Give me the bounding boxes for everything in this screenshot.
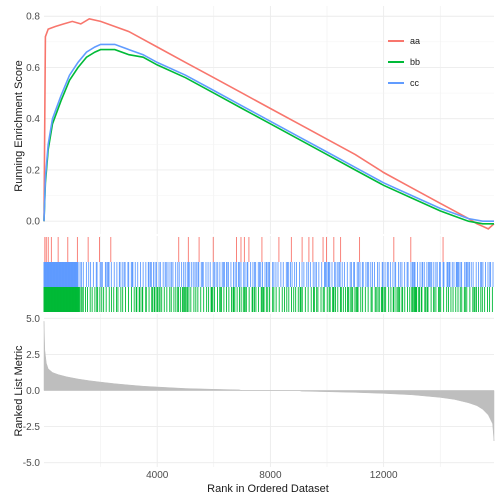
ranked-metric-y-ticks: -5.0 -2.5 0.0 2.5 5.0 [23, 314, 41, 469]
y-tick-label: -2.5 [23, 422, 41, 433]
y-tick-label: 5.0 [26, 314, 40, 325]
y-tick-label: 0.8 [26, 12, 40, 23]
y-tick-label: 0.0 [26, 217, 40, 228]
legend-label-bb: bb [410, 57, 420, 67]
enrichment-score-panel: 0.0 0.2 0.4 0.6 0.8 Running Enrichment Score… [13, 6, 495, 234]
series-line-cc [43, 43, 494, 222]
ranked-metric-y-title: Ranked List Metric [13, 345, 25, 437]
y-tick-label: 0.6 [26, 63, 40, 74]
series-line-bb [43, 48, 494, 225]
hits-rugs [43, 237, 494, 312]
enrichment-score-y-ticks: 0.0 0.2 0.4 0.6 0.8 [26, 12, 40, 228]
enrichment-score-grid [44, 6, 494, 234]
ranked-metric-area [43, 321, 495, 442]
y-tick-label: 0.4 [26, 114, 40, 125]
x-tick-label: 12000 [370, 470, 398, 481]
ranked-metric-panel: -5.0 -2.5 0.0 2.5 5.0 4000 8000 12000 Ranked L… [13, 314, 495, 495]
y-tick-label: 0.0 [26, 386, 40, 397]
legend-label-cc: cc [410, 78, 420, 88]
legend: aa bb cc [388, 36, 420, 88]
legend-label-aa: aa [410, 36, 420, 46]
x-tick-label: 8000 [259, 470, 282, 481]
enrichment-score-lines [43, 17, 495, 230]
x-axis-title: Rank in Ordered Dataset [207, 483, 329, 495]
y-tick-label: 2.5 [26, 350, 40, 361]
x-tick-label: 4000 [146, 470, 169, 481]
series-line-aa [43, 17, 495, 230]
y-tick-label: 0.2 [26, 165, 40, 176]
ranked-metric-x-ticks: 4000 8000 12000 [146, 470, 398, 481]
y-tick-label: -5.0 [23, 458, 41, 469]
hits-panel [43, 236, 494, 312]
enrichment-score-y-title: Running Enrichment Score [13, 60, 25, 191]
